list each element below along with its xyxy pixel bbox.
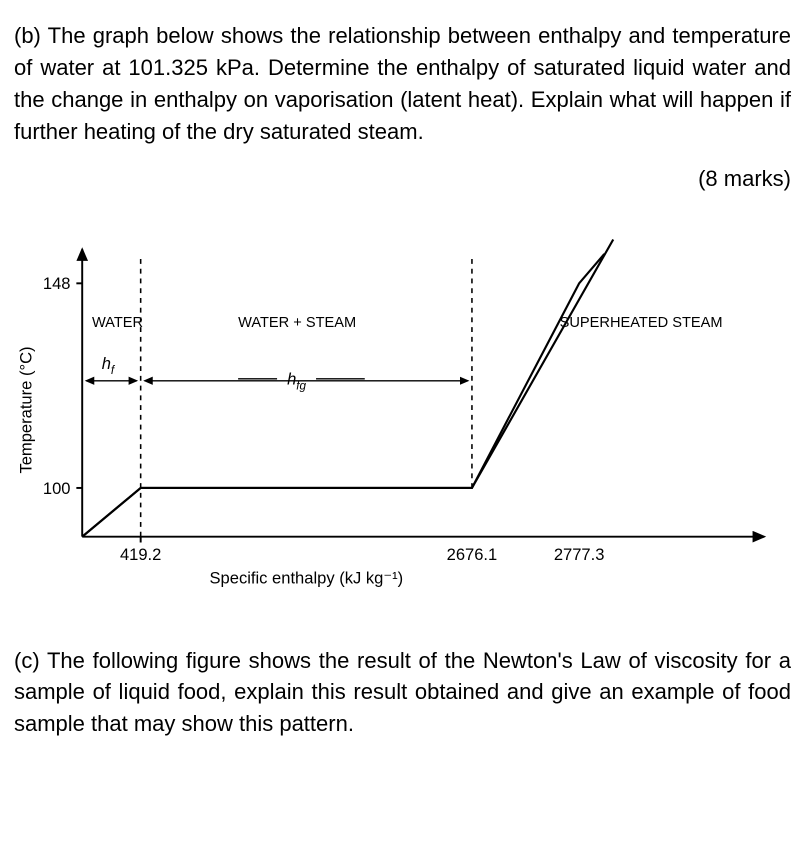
xtick-sup-label: 2777.3 (554, 545, 605, 564)
y-axis-label: Temperature (°C) (17, 346, 36, 473)
question-b-marks: (8 marks) (14, 166, 791, 192)
region-super-label: SUPERHEATED STEAM (560, 315, 723, 331)
question-c-text: (c) The following figure shows the resul… (14, 645, 791, 741)
hf-label: hf (102, 354, 116, 377)
ytick-148-label: 148 (43, 274, 71, 293)
data-polyline-visible (82, 239, 613, 536)
x-axis-label: Specific enthalpy (kJ kg⁻¹) (210, 568, 404, 587)
enthalpy-temperature-chart: 148 100 419.2 2676.1 2777.3 Specific ent… (14, 210, 791, 615)
xtick-hg-label: 2676.1 (447, 545, 498, 564)
hfg-label: hfg (287, 369, 306, 392)
question-b-text: (b) The graph below shows the relationsh… (14, 20, 791, 148)
xtick-hf-label: 419.2 (120, 545, 161, 564)
region-mix-label: WATER + STEAM (238, 315, 356, 331)
ytick-100-label: 100 (43, 478, 71, 497)
chart-svg: 148 100 419.2 2676.1 2777.3 Specific ent… (14, 210, 774, 610)
region-water-label: WATER (92, 315, 143, 331)
